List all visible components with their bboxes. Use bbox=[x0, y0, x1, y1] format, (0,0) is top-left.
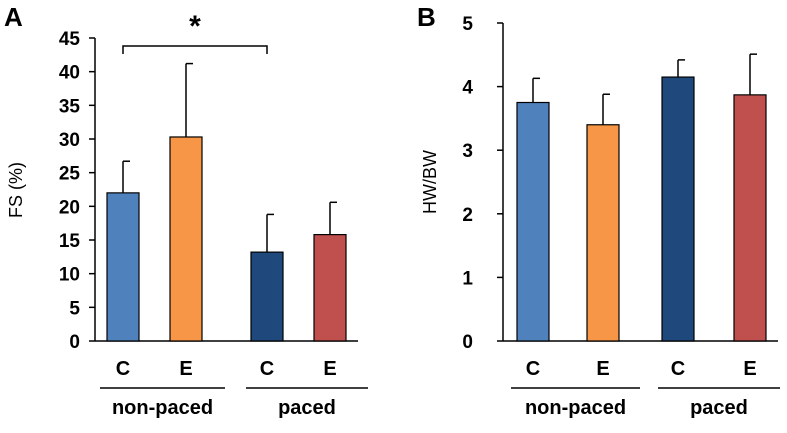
y-tick-label: 0 bbox=[462, 332, 473, 353]
bar bbox=[516, 101, 550, 342]
y-tick-label: 35 bbox=[59, 96, 81, 117]
panel-letter: A bbox=[4, 2, 23, 32]
y-tick-label: 10 bbox=[59, 265, 80, 286]
category-label: C bbox=[671, 358, 685, 380]
significance-bracket bbox=[122, 45, 268, 54]
y-tick-label: 30 bbox=[59, 130, 80, 151]
bar bbox=[313, 234, 347, 342]
y-axis-label: HW/BW bbox=[420, 150, 440, 214]
group-label: paced bbox=[278, 397, 336, 419]
y-tick-label: 2 bbox=[462, 205, 473, 226]
group-label: non-paced bbox=[112, 397, 213, 419]
bar bbox=[106, 192, 140, 342]
bar bbox=[169, 136, 203, 342]
y-tick-label: 40 bbox=[59, 63, 80, 84]
category-label: E bbox=[596, 358, 609, 380]
category-label: E bbox=[323, 358, 336, 380]
y-tick-label: 5 bbox=[69, 298, 80, 319]
category-label: E bbox=[743, 358, 756, 380]
panel-letter: B bbox=[417, 2, 436, 32]
group-label: paced bbox=[690, 397, 748, 419]
y-axis-label: FS (%) bbox=[6, 162, 26, 218]
bar bbox=[250, 251, 284, 342]
y-tick-label: 20 bbox=[59, 197, 80, 218]
y-tick-label: 25 bbox=[59, 164, 81, 185]
bar bbox=[661, 76, 695, 342]
group-label: non-paced bbox=[525, 397, 626, 419]
bar bbox=[733, 94, 767, 342]
category-label: C bbox=[260, 358, 274, 380]
category-label: E bbox=[179, 358, 192, 380]
category-label: C bbox=[116, 358, 130, 380]
y-tick-label: 1 bbox=[462, 268, 473, 289]
y-tick-label: 5 bbox=[462, 14, 473, 35]
bar bbox=[586, 124, 620, 342]
y-tick-label: 3 bbox=[462, 141, 473, 162]
significance-star: * bbox=[189, 10, 201, 43]
category-label: C bbox=[526, 358, 540, 380]
y-tick-label: 45 bbox=[59, 29, 81, 50]
y-tick-label: 15 bbox=[59, 231, 81, 252]
y-tick-label: 4 bbox=[462, 78, 473, 99]
y-tick-label: 0 bbox=[69, 332, 80, 353]
